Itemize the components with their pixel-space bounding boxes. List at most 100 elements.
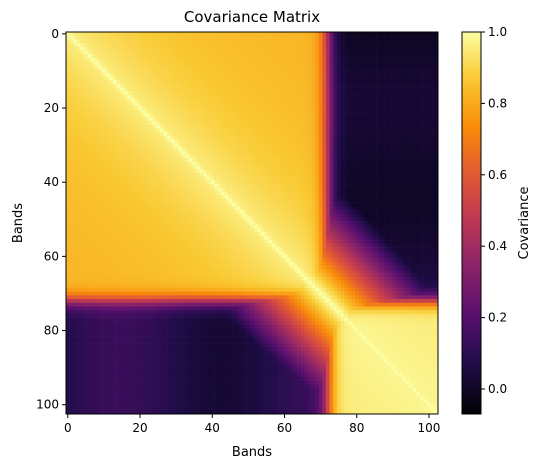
heatmap-cell: [354, 98, 359, 103]
heatmap-cell: [333, 109, 338, 114]
heatmap-cell: [235, 87, 240, 92]
heatmap-cell: [214, 202, 218, 207]
heatmap-cell: [383, 121, 388, 126]
heatmap-cell: [203, 72, 208, 77]
heatmap-cell: [250, 135, 255, 140]
heatmap-cell: [394, 121, 399, 126]
heatmap-cell: [188, 72, 193, 77]
heatmap-cell: [170, 132, 175, 137]
heatmap-cell: [91, 169, 96, 174]
heatmap-cell: [398, 143, 403, 148]
heatmap-cell: [181, 32, 186, 37]
heatmap-cell: [152, 161, 157, 166]
heatmap-cell: [123, 184, 128, 189]
heatmap-cell: [87, 35, 92, 40]
heatmap-cell: [253, 132, 258, 137]
heatmap-cell: [336, 109, 341, 114]
heatmap-cell: [358, 132, 363, 137]
heatmap-cell: [203, 50, 208, 55]
heatmap-cell: [318, 43, 323, 48]
heatmap-cell: [401, 202, 406, 207]
heatmap-cell: [289, 206, 294, 211]
heatmap-cell: [206, 176, 211, 181]
heatmap-cell: [152, 72, 157, 77]
heatmap-cell: [246, 39, 251, 44]
heatmap-cell: [196, 65, 200, 70]
heatmap-cell: [264, 102, 269, 107]
heatmap-cell: [261, 109, 265, 114]
heatmap-cell: [177, 106, 182, 111]
heatmap-cell: [427, 180, 432, 185]
heatmap-cell: [387, 32, 392, 37]
heatmap-cell: [159, 124, 164, 129]
heatmap-cell: [181, 102, 186, 107]
heatmap-cell: [221, 69, 226, 74]
heatmap-cell: [380, 128, 385, 133]
heatmap-cell: [170, 117, 175, 122]
heatmap-cell: [304, 46, 309, 51]
heatmap-cell: [307, 143, 312, 148]
heatmap-cell: [185, 210, 190, 215]
heatmap-cell: [412, 98, 417, 103]
heatmap-cell: [102, 95, 107, 100]
heatmap-cell: [311, 180, 316, 185]
heatmap-cell: [289, 87, 294, 92]
heatmap-cell: [329, 150, 334, 155]
heatmap-cell: [239, 184, 244, 189]
heatmap-cell: [163, 76, 168, 81]
heatmap-cell: [430, 76, 435, 81]
heatmap-cell: [109, 198, 114, 203]
heatmap-cell: [242, 176, 247, 181]
heatmap-cell: [246, 143, 251, 148]
heatmap-cell: [120, 32, 125, 37]
heatmap-cell: [242, 39, 247, 44]
heatmap-cell: [163, 139, 168, 144]
heatmap-cell: [271, 180, 276, 185]
heatmap-cell: [318, 202, 323, 207]
heatmap-cell: [167, 57, 172, 62]
heatmap-cell: [286, 139, 291, 144]
heatmap-cell: [188, 65, 193, 70]
heatmap-cell: [105, 202, 110, 207]
heatmap-cell: [304, 172, 309, 177]
heatmap-cell: [419, 113, 424, 118]
heatmap-cell: [246, 50, 251, 55]
heatmap-cell: [282, 65, 287, 70]
heatmap-cell: [120, 50, 125, 55]
heatmap-cell: [221, 158, 226, 163]
heatmap-cell: [123, 102, 128, 107]
heatmap-cell: [409, 109, 414, 114]
heatmap-cell: [181, 106, 186, 111]
heatmap-cell: [293, 54, 298, 59]
heatmap-cell: [98, 32, 103, 37]
heatmap-cell: [358, 57, 363, 62]
heatmap-cell: [333, 124, 338, 129]
heatmap-cell: [102, 135, 107, 140]
heatmap-cell: [333, 61, 338, 66]
heatmap-cell: [405, 195, 410, 200]
heatmap-cell: [380, 39, 385, 44]
heatmap-cell: [347, 61, 352, 66]
heatmap-cell: [98, 154, 103, 159]
heatmap-cell: [87, 57, 92, 62]
heatmap-cell: [120, 76, 125, 81]
heatmap-cell: [239, 35, 244, 40]
heatmap-cell: [141, 117, 146, 122]
heatmap-cell: [188, 180, 193, 185]
heatmap-cell: [398, 150, 403, 155]
heatmap-cell: [250, 83, 255, 88]
heatmap-cell: [253, 135, 258, 140]
heatmap-cell: [268, 206, 273, 211]
heatmap-cell: [156, 54, 161, 59]
heatmap-cell: [372, 43, 377, 48]
heatmap-cell: [329, 176, 334, 181]
heatmap-cell: [185, 54, 190, 59]
heatmap-cell: [149, 210, 153, 215]
heatmap-cell: [149, 143, 153, 148]
heatmap-cell: [344, 146, 349, 151]
heatmap-cell: [102, 165, 107, 170]
heatmap-cell: [102, 113, 107, 118]
heatmap-cell: [224, 46, 229, 51]
heatmap-cell: [409, 154, 414, 159]
heatmap-cell: [271, 106, 276, 111]
